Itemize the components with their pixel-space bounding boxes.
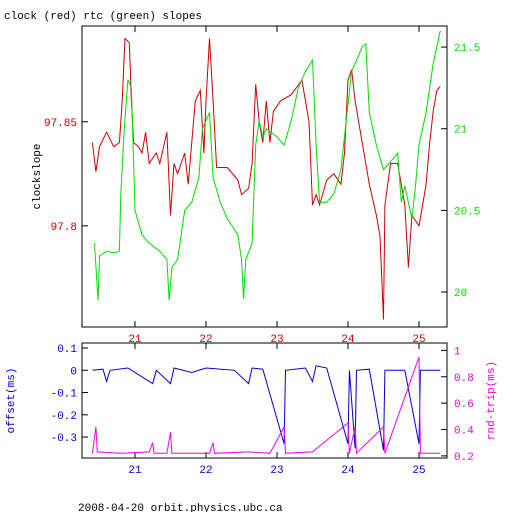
- y2-tick-label: 20.5: [454, 206, 480, 218]
- y-tick-label: 97.85: [44, 118, 77, 130]
- x-tick-label: 22: [199, 465, 212, 477]
- series-line: [94, 30, 441, 301]
- y-tick-label: -0.1: [51, 389, 78, 401]
- y2-tick-label: 21: [454, 125, 468, 137]
- series-line: [92, 365, 441, 451]
- y2-tick-label: 0.6: [454, 399, 474, 411]
- x-tick-label: 23: [270, 465, 283, 477]
- y2-tick-label: 0.4: [454, 426, 474, 438]
- y2-tick-label: 21.5: [454, 43, 480, 55]
- x-tick-label: 24: [341, 465, 355, 477]
- plot-frame: [81, 25, 448, 328]
- y2-tick-label: 0.8: [454, 373, 474, 385]
- y-axis-label: offset(ms): [6, 367, 18, 433]
- footer: 2008-04-20 orbit.physics.ubc.ca: [78, 503, 283, 512]
- y2-tick-label: 0.2: [454, 452, 474, 464]
- y-tick-label: 0.1: [57, 344, 77, 356]
- x-tick-label: 21: [128, 465, 142, 477]
- y-tick-label: -0.3: [51, 433, 77, 445]
- y-tick-label: 0: [70, 366, 77, 378]
- y-axis-label: clockslope: [32, 143, 44, 209]
- y2-tick-label: 20: [454, 288, 467, 300]
- y-tick-label: -0.2: [51, 411, 77, 423]
- x-tick-label: 25: [412, 465, 425, 477]
- chart-title: clock (red) rtc (green) slopes: [4, 11, 202, 23]
- y-tick-label: 97.8: [51, 222, 77, 234]
- plot-frame: [81, 342, 448, 459]
- y2-axis-label: rnd-trip(ms): [486, 361, 498, 440]
- series-line: [91, 356, 441, 455]
- y2-tick-label: 1: [454, 346, 461, 358]
